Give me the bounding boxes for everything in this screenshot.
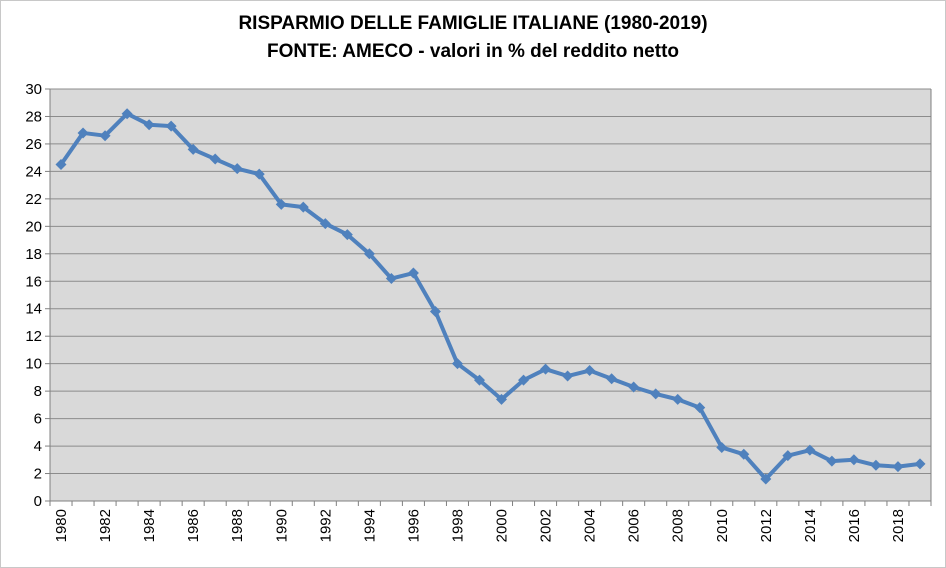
x-tick-label: 2008 xyxy=(670,509,687,542)
y-tick-label: 20 xyxy=(25,218,42,235)
y-tick-label: 10 xyxy=(25,356,42,373)
data-point xyxy=(407,267,419,279)
data-point xyxy=(518,374,530,386)
chart-subtitle: FONTE: AMECO - valori in % del reddito n… xyxy=(266,41,680,62)
data-point xyxy=(892,461,904,473)
data-point xyxy=(341,229,353,241)
data-point xyxy=(319,218,331,230)
data-point xyxy=(55,159,67,171)
data-point xyxy=(606,373,618,385)
x-tick-label: 1980 xyxy=(53,509,70,542)
x-tick-label: 2014 xyxy=(802,509,819,542)
series-line xyxy=(59,111,922,482)
x-tick-label: 1992 xyxy=(317,509,334,542)
data-point xyxy=(231,163,243,175)
data-point xyxy=(914,458,926,470)
data-point xyxy=(165,120,177,132)
data-point xyxy=(672,393,684,405)
x-tick-label: 2010 xyxy=(714,509,731,542)
data-point xyxy=(562,370,574,382)
y-tick-label: 2 xyxy=(34,466,42,483)
y-tick-label: 14 xyxy=(25,301,42,318)
data-point xyxy=(99,130,111,142)
x-tick-label: 1982 xyxy=(97,509,114,542)
data-point xyxy=(363,248,375,260)
data-point xyxy=(540,363,552,375)
data-point xyxy=(121,108,133,120)
x-tick-label: 1990 xyxy=(273,509,290,542)
data-point xyxy=(77,127,89,139)
x-tick-label: 2002 xyxy=(538,509,555,542)
data-point xyxy=(451,358,463,370)
data-point xyxy=(716,441,728,453)
y-tick-label: 8 xyxy=(34,383,42,400)
data-point xyxy=(473,374,485,386)
data-point xyxy=(760,473,772,485)
data-point xyxy=(429,305,441,317)
x-tick-label: 1996 xyxy=(405,509,422,542)
y-tick-label: 18 xyxy=(25,246,42,263)
data-point xyxy=(848,454,860,466)
x-tick-label: 2012 xyxy=(758,509,775,542)
plot-area xyxy=(50,89,931,501)
x-tick-label: 1984 xyxy=(141,509,158,542)
data-point xyxy=(628,381,640,393)
y-tick-label: 0 xyxy=(34,493,42,510)
data-point xyxy=(804,444,816,456)
data-point xyxy=(187,143,199,155)
x-tick-label: 2016 xyxy=(846,509,863,542)
y-tick-label: 6 xyxy=(34,411,42,428)
data-point xyxy=(826,455,838,467)
y-tick-label: 12 xyxy=(25,328,42,345)
y-tick-label: 24 xyxy=(25,163,42,180)
chart-title-block: RISPARMIO DELLE FAMIGLIE ITALIANE (1980-… xyxy=(0,10,946,66)
data-point xyxy=(209,153,221,165)
data-point xyxy=(275,198,287,210)
y-tick-label: 16 xyxy=(25,273,42,290)
x-tick-label: 1986 xyxy=(185,509,202,542)
x-tick-label: 1994 xyxy=(361,509,378,542)
y-tick-label: 26 xyxy=(25,136,42,153)
data-point xyxy=(694,402,706,414)
data-point xyxy=(297,201,309,213)
chart-title: RISPARMIO DELLE FAMIGLIE ITALIANE (1980-… xyxy=(238,13,708,34)
data-point xyxy=(496,393,508,405)
y-tick-label: 30 xyxy=(25,81,42,98)
data-point xyxy=(870,459,882,471)
x-tick-label: 1998 xyxy=(449,509,466,542)
data-point xyxy=(738,448,750,460)
y-tick-label: 4 xyxy=(34,438,42,455)
y-tick-label: 28 xyxy=(25,108,42,125)
data-point xyxy=(584,365,596,377)
data-point xyxy=(650,388,662,400)
data-point xyxy=(253,168,265,180)
x-tick-label: 2006 xyxy=(626,509,643,542)
x-tick-label: 2000 xyxy=(494,509,511,542)
data-point xyxy=(782,450,794,462)
x-tick-label: 1988 xyxy=(229,509,246,542)
y-tick-label: 22 xyxy=(25,191,42,208)
data-point xyxy=(385,273,397,285)
x-tick-label: 2004 xyxy=(582,509,599,542)
x-tick-label: 2018 xyxy=(890,509,907,542)
data-point xyxy=(143,119,155,131)
